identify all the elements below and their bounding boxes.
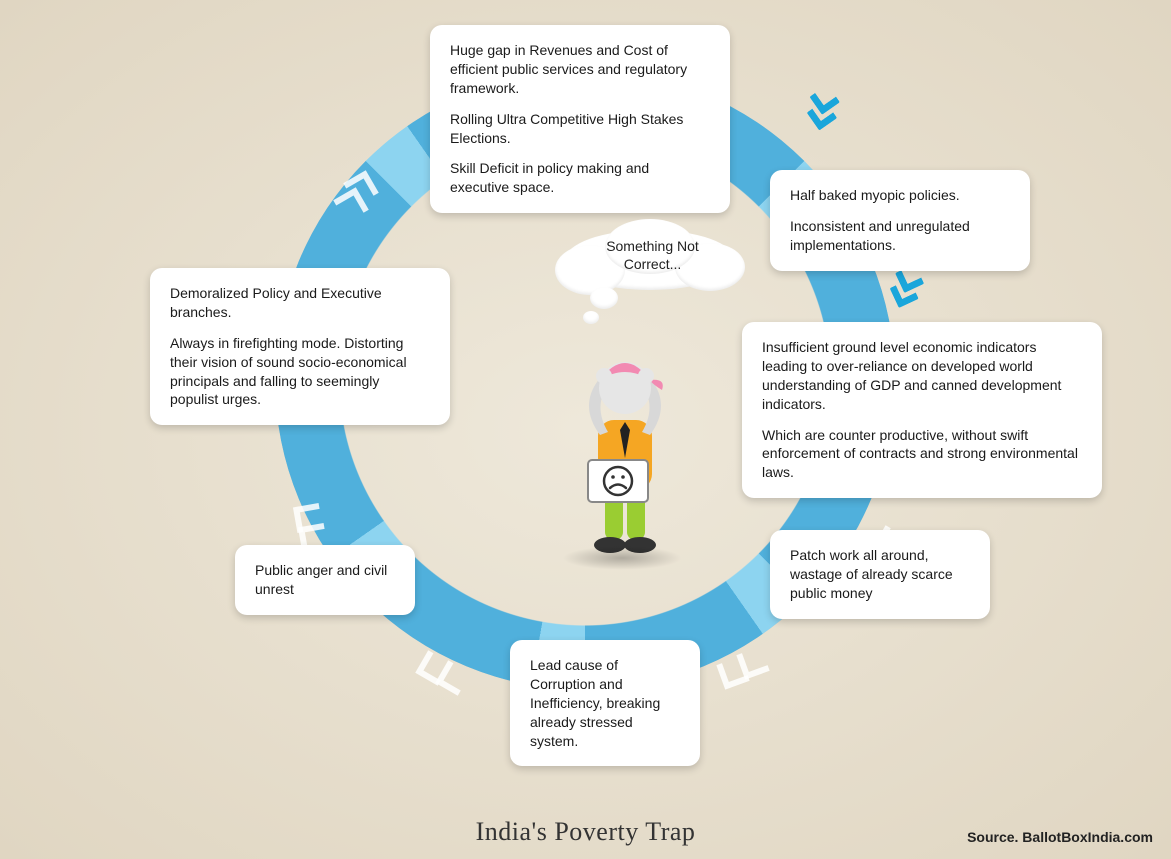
box-left-lower-p1: Public anger and civil unrest bbox=[255, 561, 395, 599]
box-bottom: Lead cause of Corruption and Inefficienc… bbox=[510, 640, 700, 766]
box-right-mid: Insufficient ground level economic indic… bbox=[742, 322, 1102, 498]
box-top: Huge gap in Revenues and Cost of efficie… bbox=[430, 25, 730, 213]
thought-bubble: Something Not Correct... bbox=[555, 225, 745, 317]
box-right-upper-p2: Inconsistent and unregulated implementat… bbox=[790, 217, 1010, 255]
box-right-upper: Half baked myopic policies. Inconsistent… bbox=[770, 170, 1030, 271]
box-left-lower: Public anger and civil unrest bbox=[235, 545, 415, 615]
ext-chevron-top-right bbox=[809, 87, 855, 133]
box-right-lower: Patch work all around, wastage of alread… bbox=[770, 530, 990, 619]
thought-text: Something Not Correct... bbox=[595, 237, 710, 273]
box-right-upper-p1: Half baked myopic policies. bbox=[790, 186, 1010, 205]
source-label: Source. BallotBoxIndia.com bbox=[967, 829, 1153, 845]
box-left-upper: Demoralized Policy and Executive branche… bbox=[150, 268, 450, 425]
diagram-title: India's Poverty Trap bbox=[476, 817, 696, 847]
box-left-upper-p1: Demoralized Policy and Executive branche… bbox=[170, 284, 430, 322]
diagram-stage: Huge gap in Revenues and Cost of efficie… bbox=[0, 0, 1171, 859]
box-left-upper-p2: Always in firefighting mode. Distorting … bbox=[170, 334, 430, 410]
person-icon bbox=[570, 350, 680, 560]
box-right-lower-p1: Patch work all around, wastage of alread… bbox=[790, 546, 970, 603]
box-bottom-p1: Lead cause of Corruption and Inefficienc… bbox=[530, 656, 680, 750]
box-top-p1: Huge gap in Revenues and Cost of efficie… bbox=[450, 41, 710, 98]
box-top-p3: Skill Deficit in policy making and execu… bbox=[450, 159, 710, 197]
box-top-p2: Rolling Ultra Competitive High Stakes El… bbox=[450, 110, 710, 148]
ext-chevron-right bbox=[889, 264, 940, 315]
box-right-mid-p2: Which are counter productive, without sw… bbox=[762, 426, 1082, 483]
box-right-mid-p1: Insufficient ground level economic indic… bbox=[762, 338, 1082, 414]
